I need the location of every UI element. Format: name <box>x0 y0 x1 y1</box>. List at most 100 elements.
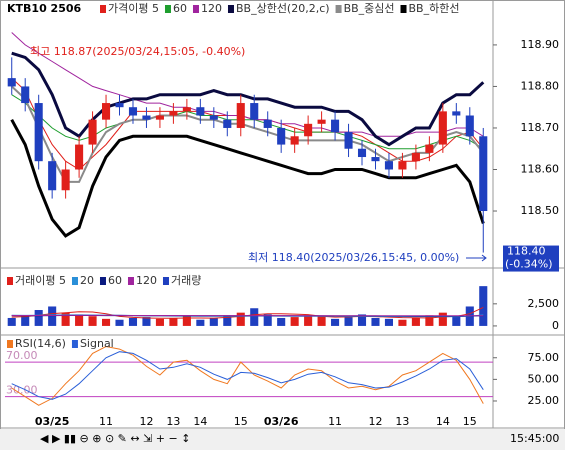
volume-bar <box>196 319 205 326</box>
legend-swatch <box>227 5 234 13</box>
legend-label: 120 <box>136 274 157 287</box>
series-line <box>10 118 485 238</box>
candle-body <box>250 103 259 120</box>
toolbar-time: 15:45:00 <box>510 432 559 445</box>
legend-swatch <box>71 340 78 348</box>
x-tick-label: 14 <box>193 415 207 428</box>
volume-bar <box>263 314 272 326</box>
y-tick-label: 25.00 <box>528 394 560 407</box>
x-tick-label: 03/25 <box>35 415 70 428</box>
volume-bar <box>48 306 57 326</box>
y-tick-label: 118.60 <box>521 162 560 175</box>
candle-body <box>479 136 488 212</box>
candle-body <box>452 111 461 116</box>
x-tick-label: 13 <box>166 415 180 428</box>
legend-label: Signal <box>80 337 114 350</box>
candle-body <box>371 157 380 162</box>
legend-label: 120 <box>201 2 222 15</box>
volume-bar <box>21 315 30 326</box>
volume-bar <box>115 319 124 326</box>
legend-label: 20 <box>80 274 94 287</box>
x-tick-label: 03/26 <box>264 415 299 428</box>
x-tick-label: 15 <box>234 415 248 428</box>
volume-bar <box>398 319 407 326</box>
volume-bar <box>128 317 138 326</box>
volume-bar <box>61 312 70 326</box>
candle-body <box>398 161 407 170</box>
legend-label: 60 <box>108 274 122 287</box>
volume-bar <box>425 315 434 326</box>
series-line <box>11 345 484 406</box>
candle-body <box>357 148 367 158</box>
candle-body <box>344 132 353 149</box>
candle-body <box>88 119 97 145</box>
volume-bar <box>384 318 393 326</box>
legend-swatch <box>100 5 106 13</box>
toolbar-icons[interactable]: ◀ ▶ ▮▮ ⊖ ⊕ ⊙ ✎ ↔ ⇲ + − ↕ <box>40 432 190 445</box>
volume-bar <box>452 316 461 326</box>
volume-bar <box>182 316 191 326</box>
candle-body <box>61 169 70 191</box>
last-price-box <box>503 245 559 272</box>
series-line <box>11 351 484 400</box>
volume-bar <box>357 314 367 326</box>
volume-bar <box>102 318 111 326</box>
volume-bar <box>169 317 178 326</box>
candle-body <box>182 107 191 112</box>
legend-swatch <box>71 277 78 285</box>
volume-bar <box>7 317 16 326</box>
candle-body <box>290 136 299 145</box>
x-tick-label: 11 <box>328 415 342 428</box>
volume-bar <box>277 317 286 326</box>
candle-body <box>48 161 57 191</box>
volume-bar <box>209 317 218 326</box>
volume-bar <box>438 312 447 326</box>
candle-body <box>142 115 151 120</box>
volume-bar <box>34 310 43 326</box>
volume-bar <box>250 308 259 326</box>
candle-body <box>384 161 393 170</box>
legend-swatch <box>99 277 106 285</box>
legend-swatch <box>400 5 407 13</box>
candle-body <box>411 152 420 162</box>
legend-label: BB_상한선(20,2,c) <box>236 2 330 15</box>
volume-bar <box>371 317 380 326</box>
legend-swatch <box>7 340 13 348</box>
volume-bar <box>142 317 151 326</box>
candle-body <box>34 103 43 162</box>
volume-bar <box>290 317 299 326</box>
volume-bar <box>155 318 164 326</box>
candle-body <box>102 103 111 120</box>
candle-body <box>425 144 434 153</box>
candle-body <box>169 111 178 116</box>
volume-bar <box>236 312 245 326</box>
legend-swatch <box>335 5 342 13</box>
volume-bar <box>75 314 84 326</box>
candle-body <box>465 115 474 137</box>
candle-body <box>304 123 313 137</box>
legend-label: 거래이평 5 <box>15 274 66 287</box>
candle-body <box>331 119 340 133</box>
candle-body <box>236 103 245 128</box>
volume-bar <box>411 317 420 326</box>
x-tick-label: 11 <box>99 415 113 428</box>
y-tick-label: 50.00 <box>528 372 560 385</box>
volume-bar <box>344 317 353 326</box>
volume-bar <box>223 315 232 326</box>
candle-body <box>155 115 164 120</box>
candle-body <box>75 144 84 170</box>
x-tick-label: 12 <box>139 415 153 428</box>
volume-bar <box>304 315 313 326</box>
candle-body <box>277 127 286 145</box>
series-line <box>11 85 485 183</box>
candle-body <box>209 115 218 120</box>
legend-label: 60 <box>173 2 187 15</box>
y-tick-label: 118.50 <box>521 204 560 217</box>
legend-label: BB_중심선 <box>344 2 395 15</box>
y-tick-label: 75.00 <box>528 351 560 364</box>
x-tick-label: 13 <box>395 415 409 428</box>
x-tick-label: 12 <box>368 415 382 428</box>
